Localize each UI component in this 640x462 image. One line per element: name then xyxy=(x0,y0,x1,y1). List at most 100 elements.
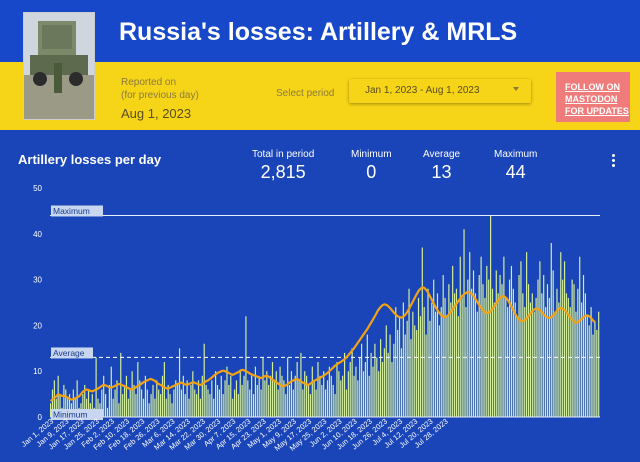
bar xyxy=(213,398,215,417)
bar xyxy=(556,288,558,417)
period-select[interactable]: Jan 1, 2023 - Aug 1, 2023 xyxy=(349,79,531,103)
bar xyxy=(469,252,471,417)
bar xyxy=(171,403,173,417)
bar xyxy=(216,384,219,417)
bar xyxy=(279,366,281,417)
bar xyxy=(522,293,524,417)
bar xyxy=(459,256,461,417)
bar xyxy=(103,375,105,417)
bar xyxy=(433,279,435,417)
bar xyxy=(175,380,177,417)
bar xyxy=(374,343,376,417)
bar xyxy=(106,407,109,417)
bar xyxy=(569,307,571,417)
y-tick-label: 10 xyxy=(33,367,42,376)
bar xyxy=(349,362,351,417)
bar xyxy=(537,279,539,417)
bar xyxy=(122,394,124,417)
bar xyxy=(199,398,202,417)
bar xyxy=(402,302,404,417)
bar xyxy=(562,279,564,417)
bar xyxy=(160,394,162,417)
bar xyxy=(239,371,241,417)
bar xyxy=(495,270,497,417)
mastodon-link[interactable]: FOLLOW ON MASTODON FOR UPDATES xyxy=(556,72,630,122)
bar xyxy=(50,403,52,417)
bar xyxy=(453,293,456,417)
bar xyxy=(571,279,573,417)
bar xyxy=(156,380,158,417)
stat-avg-value: 13 xyxy=(431,162,452,182)
bar xyxy=(514,302,516,417)
stat-total: Total in period 2,815 xyxy=(252,149,314,183)
bar xyxy=(144,375,147,417)
bar xyxy=(321,384,323,417)
bar xyxy=(209,394,211,417)
stat-max-value: 44 xyxy=(505,162,526,182)
bar xyxy=(539,261,541,417)
bar xyxy=(237,394,239,417)
bar xyxy=(86,398,88,417)
bar xyxy=(294,375,296,417)
bar xyxy=(300,352,302,417)
header-yellow-band xyxy=(0,62,640,130)
bar xyxy=(592,334,594,417)
bar xyxy=(169,394,171,417)
more-options-icon[interactable] xyxy=(612,154,615,168)
bar xyxy=(512,288,514,417)
bar xyxy=(197,380,200,417)
bar xyxy=(254,366,257,417)
bar xyxy=(241,384,243,417)
bar xyxy=(442,275,444,417)
bar xyxy=(594,320,596,417)
bar xyxy=(201,375,203,417)
bar xyxy=(125,375,128,417)
bar xyxy=(245,316,247,417)
bar xyxy=(471,288,473,417)
bar xyxy=(192,371,194,417)
bar xyxy=(425,334,427,417)
bar xyxy=(563,261,566,417)
bar xyxy=(503,256,505,417)
bar xyxy=(311,366,313,417)
bar xyxy=(355,366,357,417)
bar xyxy=(393,343,395,417)
bar xyxy=(410,339,412,417)
bar xyxy=(588,325,590,417)
bar xyxy=(190,384,192,417)
bar xyxy=(565,293,568,417)
bar xyxy=(275,371,277,417)
bar xyxy=(508,279,511,417)
bar xyxy=(222,394,224,417)
bar xyxy=(488,279,490,417)
stat-avg: Average 13 xyxy=(423,149,460,183)
bar xyxy=(76,380,78,417)
bar xyxy=(220,375,222,417)
bar xyxy=(307,384,310,417)
bar xyxy=(573,284,575,417)
bar xyxy=(435,311,437,417)
bar xyxy=(400,348,403,417)
bar xyxy=(332,384,334,417)
bar xyxy=(298,380,300,417)
bar xyxy=(342,375,344,417)
bar xyxy=(249,389,251,417)
ref-label-average: Average xyxy=(53,348,85,358)
bar xyxy=(139,380,141,417)
bar xyxy=(427,288,429,417)
stat-total-value: 2,815 xyxy=(260,162,306,182)
bar xyxy=(114,389,116,417)
bar xyxy=(72,389,74,417)
bar xyxy=(233,389,236,417)
bar xyxy=(584,293,587,417)
bar xyxy=(474,293,477,417)
bar xyxy=(123,384,126,417)
bar xyxy=(315,389,317,417)
bar xyxy=(59,394,61,417)
bar xyxy=(268,384,270,417)
header-blue-band xyxy=(0,0,640,62)
bar xyxy=(510,265,513,417)
bar xyxy=(205,384,207,417)
bar xyxy=(389,334,391,417)
